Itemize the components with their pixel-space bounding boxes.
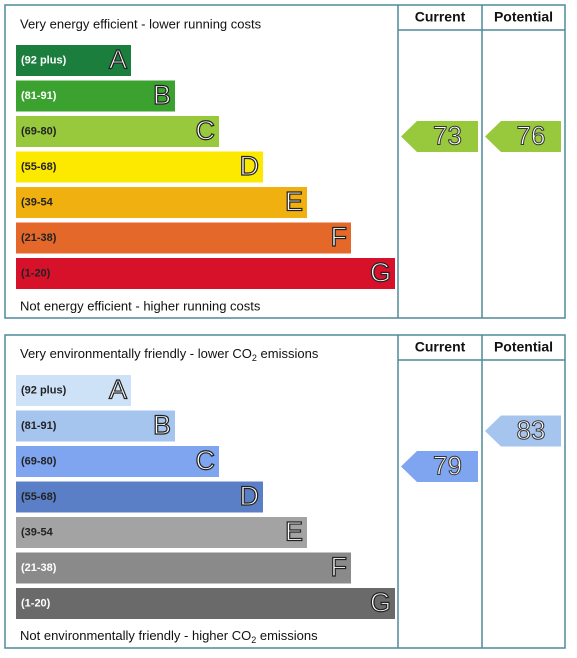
band-range: (21-38) [21, 562, 57, 574]
rating-band [16, 552, 351, 584]
rating-band [16, 446, 219, 477]
band-range: (81-91) [21, 420, 57, 432]
band-range: (21-38) [21, 232, 57, 244]
band-range: (39-54 [21, 196, 54, 208]
band-letter: F [331, 552, 348, 582]
rating-band [16, 588, 395, 619]
rating-band [16, 45, 131, 76]
bottom-label-part: Not environmentally friendly - higher CO [20, 628, 251, 643]
rating-arrow [401, 451, 478, 482]
band-letter: E [285, 187, 303, 217]
band-letter: G [370, 588, 391, 618]
rating-value: 79 [433, 450, 462, 480]
bottom-label: Not environmentally friendly - higher CO… [20, 628, 318, 645]
bottom-label-part: 2 [251, 635, 256, 645]
rating-band [16, 258, 395, 289]
band-range: (1-20) [21, 597, 51, 609]
panel-border [4, 4, 566, 319]
bottom-label-part: emissions [256, 628, 318, 643]
rating-arrow [401, 121, 478, 152]
band-letter: B [153, 80, 171, 110]
column-header: Current [415, 9, 466, 25]
column-header: Current [415, 339, 466, 355]
top-label: Very environmentally friendly - lower CO… [20, 346, 319, 363]
rating-band [16, 481, 263, 513]
band-letter: C [196, 116, 216, 146]
band-range: (81-91) [21, 90, 57, 102]
band-letter: C [196, 446, 216, 476]
panel-border [4, 334, 566, 649]
band-letter: F [331, 222, 348, 252]
top-label-part: 2 [252, 353, 257, 363]
band-range: (55-68) [21, 161, 57, 173]
band-letter: D [240, 151, 260, 181]
rating-band [16, 80, 175, 112]
band-letter: E [285, 517, 303, 547]
column-header: Potential [494, 9, 553, 25]
band-range: (39-54 [21, 526, 54, 538]
rating-band [16, 151, 263, 183]
band-letter: G [370, 258, 391, 288]
top-label-part: Very environmentally friendly - lower CO [20, 346, 252, 361]
top-label-part: emissions [257, 346, 319, 361]
band-range: (92 plus) [21, 54, 67, 66]
column-header: Potential [494, 339, 553, 355]
band-range: (1-20) [21, 267, 51, 279]
rating-value: 76 [517, 120, 546, 150]
band-letter: A [109, 375, 127, 405]
rating-band [16, 116, 219, 147]
band-letter: A [109, 45, 127, 75]
rating-value: 73 [433, 120, 462, 150]
top-label: Very energy efficient - lower running co… [20, 16, 262, 31]
rating-band [16, 375, 131, 406]
rating-band [16, 222, 351, 254]
band-range: (55-68) [21, 491, 57, 503]
band-range: (69-80) [21, 125, 57, 137]
band-letter: D [240, 481, 260, 511]
rating-arrow [485, 121, 561, 152]
rating-arrow [485, 415, 561, 447]
rating-value: 83 [517, 415, 546, 445]
bottom-label: Not energy efficient - higher running co… [20, 298, 261, 313]
band-range: (92 plus) [21, 384, 67, 396]
rating-band [16, 517, 307, 548]
rating-band [16, 410, 175, 442]
band-letter: B [153, 410, 171, 440]
rating-band [16, 187, 307, 218]
band-range: (69-80) [21, 455, 57, 467]
